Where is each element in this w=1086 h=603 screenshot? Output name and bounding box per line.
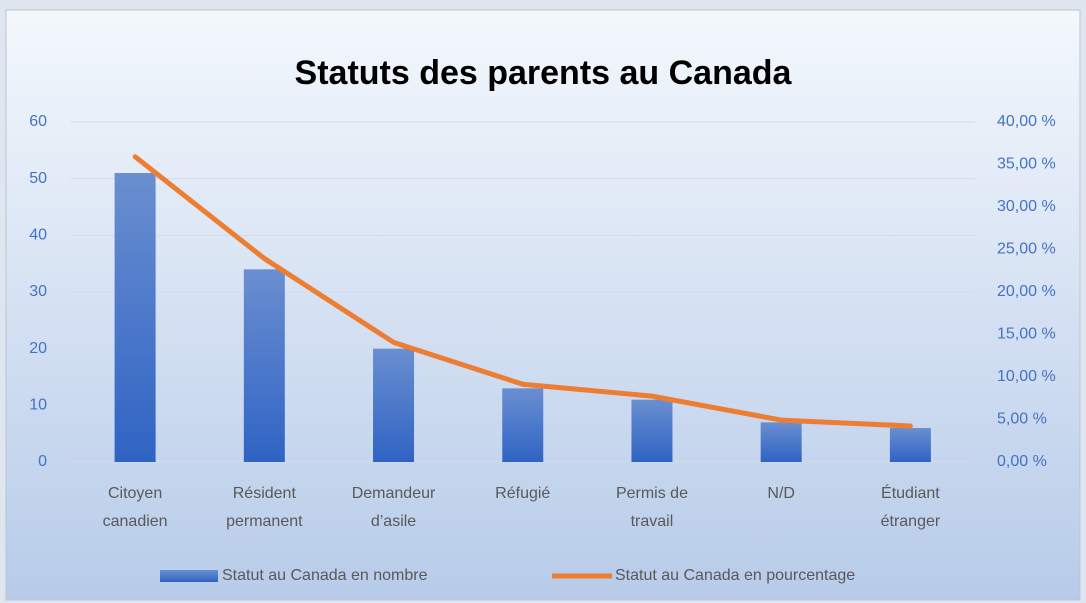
y2-tick-label: 25,00 % — [997, 241, 1056, 258]
y2-tick-label: 40,00 % — [997, 113, 1056, 130]
y-tick-label: 0 — [38, 453, 47, 470]
x-tick-line: Demandeur — [352, 485, 436, 502]
y-tick-label: 60 — [29, 113, 47, 130]
x-tick-label: Permis de travail — [616, 485, 688, 530]
x-tick-label: Citoyen canadien — [103, 485, 168, 530]
x-tick-line: N/D — [767, 485, 795, 502]
legend-label: Statut au Canada en nombre — [222, 567, 428, 584]
y-tick-label: 20 — [29, 340, 47, 357]
x-tick-line: Étudiant — [881, 483, 940, 502]
bar — [243, 269, 285, 462]
bar — [502, 388, 544, 462]
y-tick-label: 40 — [29, 227, 47, 244]
y-tick-label: 10 — [29, 397, 47, 414]
legend-label: Statut au Canada en pourcentage — [615, 567, 855, 584]
x-tick-label: Étudiant étranger — [881, 483, 941, 530]
y-tick-label: 30 — [29, 283, 47, 300]
x-tick-label: N/D — [767, 485, 795, 502]
x-tick-line: canadien — [103, 513, 168, 530]
x-tick-line: Réfugié — [495, 485, 550, 502]
y2-tick-label: 15,00 % — [997, 326, 1056, 343]
x-tick-label: Résident permanent — [226, 485, 303, 530]
bar — [114, 173, 156, 462]
x-tick-line: d’asile — [371, 513, 416, 530]
bar — [889, 428, 931, 462]
bar — [373, 348, 415, 462]
bar — [631, 399, 673, 462]
y2-tick-label: 30,00 % — [997, 198, 1056, 215]
x-tick-line: permanent — [226, 513, 303, 530]
legend-swatch — [160, 570, 218, 582]
x-tick-line: Citoyen — [108, 485, 162, 502]
y2-tick-label: 0,00 % — [997, 453, 1047, 470]
x-tick-line: Permis de — [616, 485, 688, 502]
y2-tick-label: 35,00 % — [997, 156, 1056, 173]
line — [132, 154, 913, 429]
chart-title: Statuts des parents au Canada — [295, 54, 793, 92]
y2-tick-label: 10,00 % — [997, 368, 1056, 385]
bar — [760, 422, 802, 462]
x-tick-line: travail — [631, 513, 674, 530]
y2-tick-label: 5,00 % — [997, 411, 1047, 428]
x-tick-line: Résident — [233, 485, 297, 502]
y-tick-label: 50 — [29, 170, 47, 187]
x-tick-line: étranger — [881, 513, 941, 530]
x-tick-label: Demandeur d’asile — [352, 485, 436, 530]
y2-tick-label: 20,00 % — [997, 283, 1056, 300]
x-tick-label: Réfugié — [495, 485, 550, 502]
chart-area — [5, 9, 1081, 601]
